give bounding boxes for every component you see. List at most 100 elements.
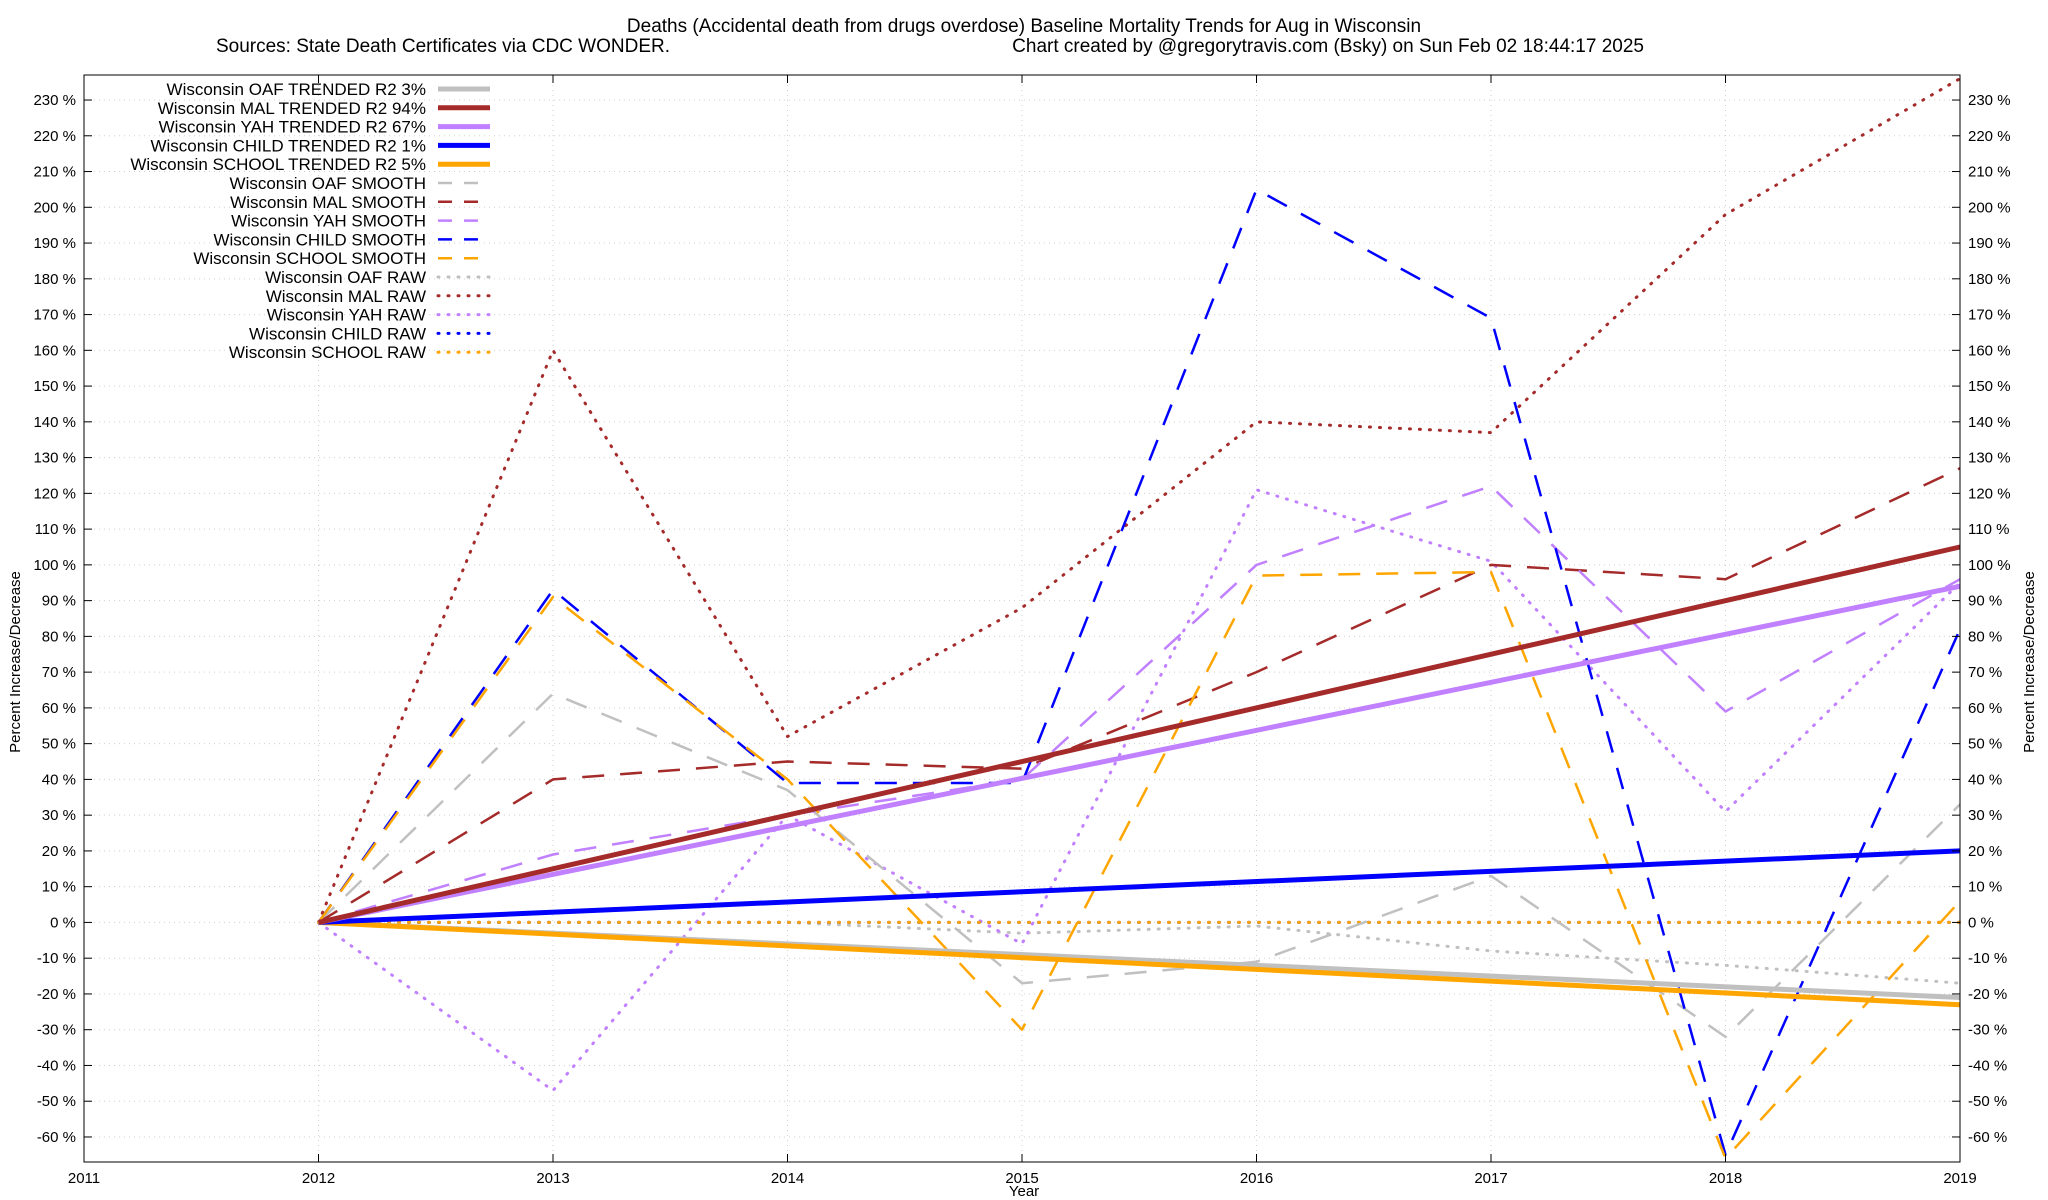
y-tick-label-left: 30 %: [42, 807, 76, 824]
y-axis-label-right: Percent Increase/Decrease: [2021, 571, 2038, 753]
series-group: [317, 77, 1962, 1160]
series-line-wisconsin-yah-smooth: [318, 484, 1961, 924]
x-tick-label: 2015: [1005, 1170, 1038, 1187]
y-tick-label-right: 150 %: [1968, 378, 2011, 395]
legend-label: Wisconsin YAH SMOOTH: [231, 212, 426, 231]
x-tick-label: 2019: [1943, 1170, 1976, 1187]
y-tick-label-left: 0 %: [50, 914, 76, 931]
y-tick-label-right: 60 %: [1968, 700, 2002, 717]
y-tick-label-right: 170 %: [1968, 307, 2011, 324]
y-tick-label-left: 220 %: [33, 128, 76, 145]
y-tick-label-left: 50 %: [42, 736, 76, 753]
legend-label: Wisconsin MAL SMOOTH: [230, 193, 426, 212]
x-tick-label: 2011: [68, 1170, 100, 1187]
axis-ticks: -60 % -60 % -50 % -50 % -40 % -40 % -30 % -30 %…: [33, 75, 2011, 1187]
y-tick-label-left: -30 %: [37, 1022, 76, 1039]
y-tick-label-right: 40 %: [1968, 771, 2002, 788]
x-tick-label: 2018: [1709, 1170, 1742, 1187]
y-tick-label-right: 10 %: [1968, 879, 2002, 896]
y-tick-label-left: 230 %: [33, 92, 76, 109]
y-tick-label-left: 60 %: [42, 700, 76, 717]
y-tick-label-left: -50 %: [37, 1093, 76, 1110]
y-tick-label-right: -50 %: [1968, 1093, 2007, 1110]
legend-label: Wisconsin YAH RAW: [267, 306, 426, 325]
x-tick-label: 2012: [302, 1170, 335, 1187]
series-line-wisconsin-school-trended-r: [318, 919, 1961, 1008]
y-tick-label-left: 90 %: [42, 593, 76, 610]
y-tick-label-right: 100 %: [1968, 557, 2011, 574]
chart-title: Deaths (Accidental death from drugs over…: [627, 16, 1421, 37]
y-tick-label-left: 190 %: [33, 235, 76, 252]
legend-label: Wisconsin MAL RAW: [266, 287, 426, 306]
series-line-wisconsin-mal-smooth: [317, 467, 1961, 924]
y-tick-label-right: 210 %: [1968, 164, 2011, 181]
y-tick-label-right: 50 %: [1968, 736, 2002, 753]
y-tick-label-left: 10 %: [42, 879, 76, 896]
y-tick-label-left: 70 %: [42, 664, 76, 681]
y-tick-label-right: 200 %: [1968, 199, 2011, 216]
x-tick-label: 2017: [1474, 1170, 1507, 1187]
y-tick-label-left: 180 %: [33, 271, 76, 288]
y-tick-label-left: 110 %: [35, 521, 76, 538]
y-tick-label-right: -40 %: [1968, 1057, 2007, 1074]
y-tick-label-right: 110 %: [1968, 521, 2009, 538]
legend-label: Wisconsin YAH TRENDED R2 67%: [159, 118, 426, 137]
y-tick-label-right: 80 %: [1968, 628, 2002, 645]
y-tick-label-right: 180 %: [1968, 271, 2011, 288]
y-tick-label-left: 200 %: [33, 199, 76, 216]
y-tick-label-right: 0 %: [1968, 914, 1994, 931]
chart-subtitle-credit: Chart created by @gregorytravis.com (Bsk…: [1012, 36, 1644, 57]
y-tick-label-left: -20 %: [37, 986, 76, 1003]
y-tick-label-right: 160 %: [1968, 342, 2011, 359]
y-tick-label-left: -60 %: [37, 1129, 76, 1146]
series-line-wisconsin-yah-raw: [317, 488, 1962, 1092]
y-tick-label-right: 190 %: [1968, 235, 2011, 252]
series-line-wisconsin-mal-trended-r: [317, 544, 1961, 925]
legend-label: Wisconsin SCHOOL RAW: [229, 343, 426, 362]
y-tick-label-right: -30 %: [1968, 1022, 2007, 1039]
y-tick-label-left: 170 %: [33, 307, 76, 324]
y-tick-label-right: 230 %: [1968, 92, 2011, 109]
x-tick-label: 2016: [1240, 1170, 1273, 1187]
legend-label: Wisconsin SCHOOL TRENDED R2 5%: [130, 155, 426, 174]
legend: Wisconsin OAF TRENDED R2 3%Wisconsin MAL…: [130, 80, 492, 362]
y-tick-label-left: 160 %: [33, 342, 76, 359]
y-tick-label-left: 140 %: [33, 414, 76, 431]
series-line-wisconsin-child-trended-r: [318, 848, 1961, 925]
legend-label: Wisconsin CHILD TRENDED R2 1%: [150, 136, 426, 155]
y-tick-label-left: 40 %: [42, 771, 76, 788]
y-tick-label-left: 100 %: [33, 557, 76, 574]
series-line-wisconsin-mal-raw: [317, 77, 1962, 924]
legend-label: Wisconsin MAL TRENDED R2 94%: [158, 99, 426, 118]
series-line-wisconsin-child-smooth: [317, 188, 1962, 1157]
chart-subtitle-source: Sources: State Death Certificates via CD…: [216, 36, 670, 57]
y-axis-label-left: Percent Increase/Decrease: [7, 571, 24, 753]
x-axis-label: Year: [1009, 1183, 1039, 1200]
y-tick-label-right: 120 %: [1968, 485, 2011, 502]
legend-label: Wisconsin OAF RAW: [265, 268, 426, 287]
y-tick-label-left: -40 %: [37, 1057, 76, 1074]
y-tick-label-right: -60 %: [1968, 1129, 2007, 1146]
series-line-wisconsin-yah-trended-r: [317, 583, 1961, 925]
y-tick-label-right: 20 %: [1968, 843, 2002, 860]
y-tick-label-right: 140 %: [1968, 414, 2011, 431]
series-line-wisconsin-school-smooth: [317, 570, 1961, 1160]
series-line-wisconsin-oaf-raw: [317, 920, 1962, 985]
y-tick-label-right: -20 %: [1968, 986, 2007, 1003]
y-tick-label-left: -10 %: [37, 950, 76, 967]
y-tick-label-right: -10 %: [1968, 950, 2007, 967]
y-tick-label-right: 130 %: [1968, 450, 2011, 467]
y-tick-label-left: 150 %: [33, 378, 76, 395]
legend-label: Wisconsin OAF TRENDED R2 3%: [167, 80, 426, 99]
y-tick-label-right: 90 %: [1968, 593, 2002, 610]
x-tick-label: 2013: [536, 1170, 569, 1187]
y-tick-label-left: 210 %: [33, 164, 76, 181]
y-tick-label-right: 70 %: [1968, 664, 2002, 681]
y-tick-label-left: 120 %: [33, 485, 76, 502]
y-tick-label-left: 130 %: [33, 450, 76, 467]
y-tick-label-right: 220 %: [1968, 128, 2011, 145]
legend-label: Wisconsin CHILD RAW: [249, 324, 426, 343]
legend-label: Wisconsin CHILD SMOOTH: [213, 230, 426, 249]
x-tick-label: 2014: [771, 1170, 804, 1187]
